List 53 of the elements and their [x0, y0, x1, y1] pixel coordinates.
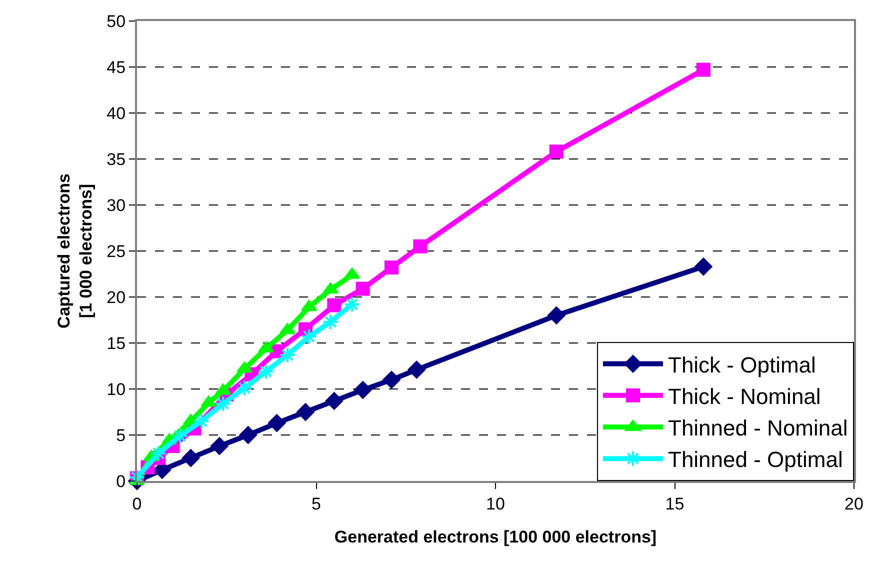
point	[215, 384, 231, 395]
point	[327, 298, 342, 312]
y-tick-label: 40	[106, 104, 126, 123]
point	[344, 296, 360, 313]
point	[696, 62, 710, 77]
x-tick-label: 0	[132, 494, 142, 514]
point	[356, 282, 370, 296]
x-tick-label: 15	[665, 494, 684, 514]
x-tick-label: 10	[486, 494, 505, 514]
point	[239, 426, 257, 444]
x-axis-title: Generated electrons [100 000 electrons]	[334, 527, 657, 546]
y-tick-label: 25	[106, 242, 126, 261]
point	[322, 314, 339, 330]
y-tick-label: 50	[106, 12, 126, 31]
point	[694, 258, 712, 276]
x-tick-label: 5	[312, 494, 321, 514]
x-tick-label: 20	[844, 494, 864, 514]
y-tick-label: 45	[106, 58, 126, 77]
y-tick-label: 35	[106, 150, 126, 169]
point	[354, 381, 372, 399]
y-tick-label: 5	[116, 426, 126, 445]
point	[268, 414, 286, 432]
point	[280, 323, 296, 334]
point	[384, 260, 399, 275]
y-tick-label: 0	[116, 472, 126, 491]
point	[413, 239, 428, 254]
point	[210, 437, 228, 455]
y-tick-label: 15	[106, 334, 126, 353]
point	[548, 306, 566, 324]
point	[214, 396, 232, 412]
point	[325, 392, 343, 410]
y-tick-label: 10	[106, 380, 126, 399]
point	[549, 144, 564, 159]
point	[236, 380, 253, 396]
point	[258, 342, 274, 353]
point	[236, 362, 252, 373]
point	[182, 449, 200, 467]
point	[172, 428, 188, 444]
legend-label: Thinned - Optimal	[668, 447, 843, 472]
point	[296, 403, 314, 421]
point	[279, 346, 296, 364]
y-axis-title: Captured electrons [1 000 electrons]	[54, 174, 96, 328]
point	[258, 363, 274, 380]
point	[408, 360, 426, 378]
point	[193, 413, 210, 430]
legend-label: Thick - Nominal	[668, 384, 821, 409]
y-tick-label: 30	[106, 196, 126, 215]
point	[150, 445, 167, 462]
point	[382, 371, 400, 389]
legend-label: Thick - Optimal	[668, 352, 816, 378]
y-tick-label: 20	[106, 288, 126, 307]
point	[300, 328, 318, 345]
legend-label: Thinned - Nominal	[668, 416, 848, 441]
